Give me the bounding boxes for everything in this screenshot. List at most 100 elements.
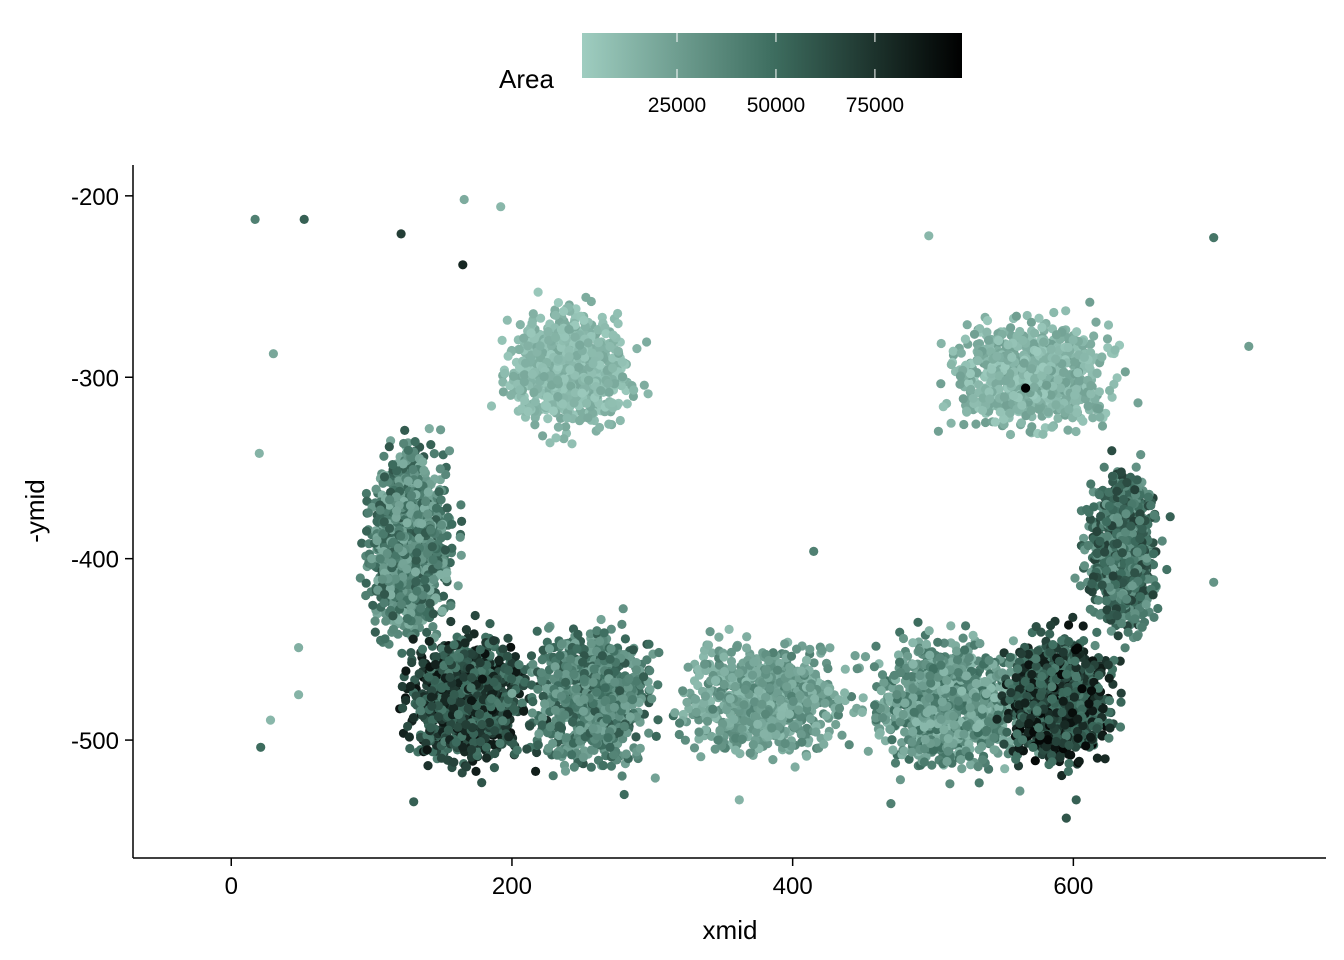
data-point	[639, 380, 649, 390]
data-point	[588, 358, 598, 369]
data-point	[691, 707, 701, 717]
data-point	[449, 757, 459, 767]
data-point	[420, 575, 430, 585]
data-point	[615, 686, 625, 696]
data-point	[629, 385, 639, 395]
data-point	[730, 681, 740, 692]
data-point	[428, 609, 438, 619]
data-points	[250, 194, 1254, 823]
data-point	[570, 332, 580, 342]
data-point	[608, 363, 618, 373]
legend-title: Area	[499, 64, 554, 94]
data-point	[784, 709, 795, 719]
data-point	[617, 357, 627, 367]
data-point	[561, 733, 571, 743]
data-point	[403, 476, 413, 486]
data-point	[551, 433, 561, 443]
data-point	[593, 338, 604, 348]
data-point	[526, 651, 537, 661]
data-point	[433, 712, 444, 722]
data-point	[527, 318, 537, 328]
data-point	[412, 586, 422, 596]
data-point	[788, 696, 798, 707]
data-point	[392, 506, 402, 516]
data-point	[431, 652, 441, 662]
data-point	[805, 644, 815, 654]
data-point	[407, 657, 417, 668]
data-point	[780, 639, 790, 649]
data-point	[566, 381, 576, 391]
data-point	[551, 310, 561, 320]
data-point	[605, 742, 615, 753]
data-point	[654, 647, 664, 658]
data-point	[817, 646, 827, 656]
data-point	[708, 704, 718, 714]
data-point	[361, 578, 371, 588]
data-point	[607, 398, 617, 408]
data-point	[519, 706, 529, 716]
data-point	[618, 604, 628, 614]
data-point	[802, 751, 812, 761]
data-point	[397, 648, 407, 658]
data-point	[415, 696, 425, 707]
data-point	[519, 377, 529, 387]
data-point	[456, 500, 466, 510]
data-point	[790, 762, 800, 772]
data-point	[536, 668, 547, 678]
data-point	[434, 487, 444, 497]
data-point	[596, 386, 606, 396]
data-point	[490, 748, 500, 759]
data-point	[603, 733, 613, 743]
data-point	[525, 721, 535, 731]
data-point	[413, 479, 423, 489]
data-point	[801, 655, 812, 666]
data-point	[653, 715, 663, 725]
data-point	[523, 341, 533, 351]
data-point	[714, 632, 724, 642]
data-point	[512, 745, 522, 755]
data-point	[429, 449, 439, 459]
data-point	[368, 600, 378, 610]
data-point	[631, 732, 641, 742]
data-point	[745, 748, 755, 758]
data-point	[604, 387, 614, 397]
data-point	[537, 655, 547, 665]
data-point	[403, 445, 413, 455]
data-point	[527, 369, 538, 379]
data-point	[548, 771, 558, 781]
data-point	[552, 750, 562, 760]
data-point	[514, 660, 524, 670]
data-point	[751, 727, 761, 737]
data-point	[370, 616, 380, 626]
data-point	[520, 370, 530, 380]
data-point	[459, 672, 469, 682]
data-point	[451, 737, 461, 747]
data-point	[710, 676, 721, 686]
data-point	[556, 723, 567, 733]
data-point	[372, 535, 382, 546]
data-point	[566, 654, 576, 664]
data-point	[820, 698, 830, 708]
data-point	[823, 731, 833, 742]
data-point	[552, 375, 563, 385]
data-point	[569, 762, 579, 772]
data-point	[443, 725, 453, 735]
data-point	[624, 674, 634, 684]
data-point	[508, 371, 519, 381]
data-point	[404, 732, 414, 742]
data-point	[500, 368, 510, 378]
data-point	[453, 581, 463, 591]
data-point	[405, 743, 415, 754]
data-point	[610, 677, 620, 687]
data-point	[776, 711, 786, 721]
data-point	[569, 669, 579, 680]
data-point	[503, 651, 513, 661]
data-point	[715, 726, 725, 736]
data-point	[574, 362, 584, 372]
data-point	[405, 681, 415, 692]
data-point	[387, 558, 397, 568]
data-point	[805, 714, 816, 724]
data-point	[561, 422, 571, 432]
data-point	[503, 351, 513, 361]
